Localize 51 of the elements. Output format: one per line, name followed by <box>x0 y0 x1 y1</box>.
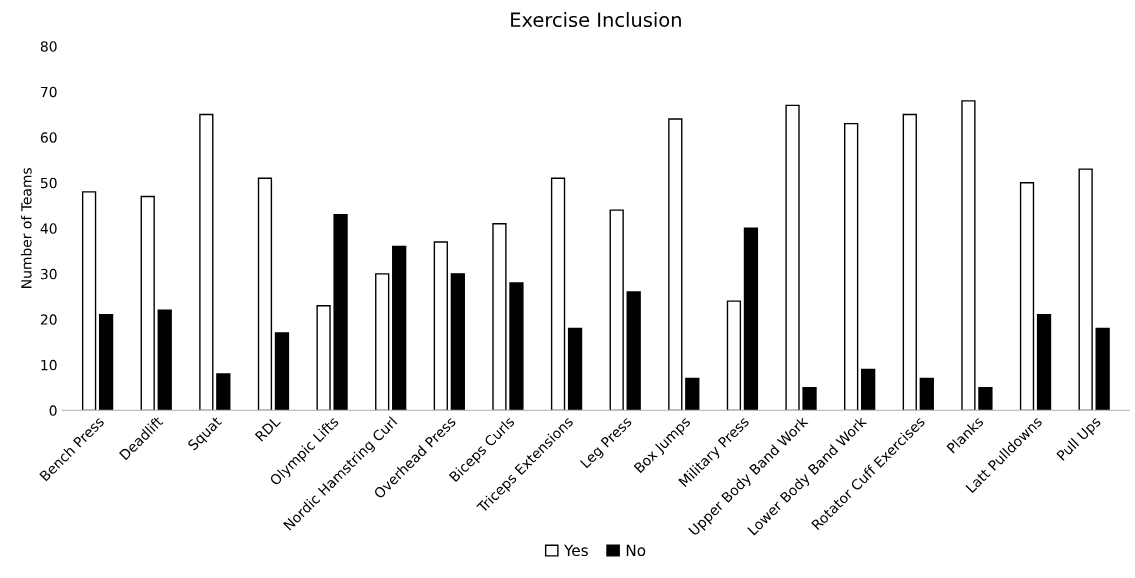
bar <box>274 332 290 411</box>
bar <box>375 273 390 411</box>
bar <box>844 122 859 411</box>
bar <box>668 118 683 411</box>
bar <box>567 327 583 411</box>
bar <box>98 314 114 411</box>
bar <box>1095 327 1110 411</box>
y-tick-label: 0 <box>49 405 57 416</box>
legend-label: Yes <box>563 544 588 557</box>
bar <box>861 368 876 411</box>
bar <box>257 177 273 411</box>
y-tick-label: 30 <box>40 268 57 280</box>
x-tick-label: RDL <box>254 415 281 442</box>
bar <box>609 209 624 411</box>
bar <box>802 386 817 411</box>
bar <box>743 227 759 411</box>
bar <box>626 291 641 411</box>
bar <box>961 100 976 411</box>
bar <box>392 245 407 411</box>
bar <box>199 113 214 411</box>
bar <box>919 377 934 411</box>
bar <box>433 241 448 411</box>
x-tick-label: Pull Ups <box>1056 415 1104 463</box>
y-tick-label: 50 <box>40 177 57 189</box>
chart-title: Exercise Inclusion <box>511 12 681 28</box>
bar <box>81 191 97 411</box>
bar <box>316 304 331 411</box>
bar <box>492 223 507 411</box>
y-tick-label: 20 <box>40 314 57 325</box>
y-tick-label: 10 <box>41 359 57 371</box>
legend-label: No <box>626 544 646 557</box>
bar <box>1078 168 1093 411</box>
bar <box>509 282 524 411</box>
bar <box>140 195 155 411</box>
bar <box>1019 182 1035 411</box>
y-tick-label: 40 <box>40 223 57 234</box>
bar <box>978 386 993 411</box>
y-tick-label: 60 <box>40 132 57 143</box>
y-tick-label: 80 <box>40 41 57 52</box>
bar <box>685 377 700 411</box>
bar <box>726 300 742 411</box>
bar <box>450 273 465 411</box>
y-tick-label: 70 <box>41 86 57 98</box>
bar <box>785 104 800 411</box>
bar <box>550 177 566 411</box>
bar <box>1036 314 1052 411</box>
bar <box>333 213 348 411</box>
bar <box>216 373 231 411</box>
y-axis-title: Number of Teams <box>20 168 32 288</box>
bar <box>157 309 172 411</box>
bar <box>902 113 917 411</box>
